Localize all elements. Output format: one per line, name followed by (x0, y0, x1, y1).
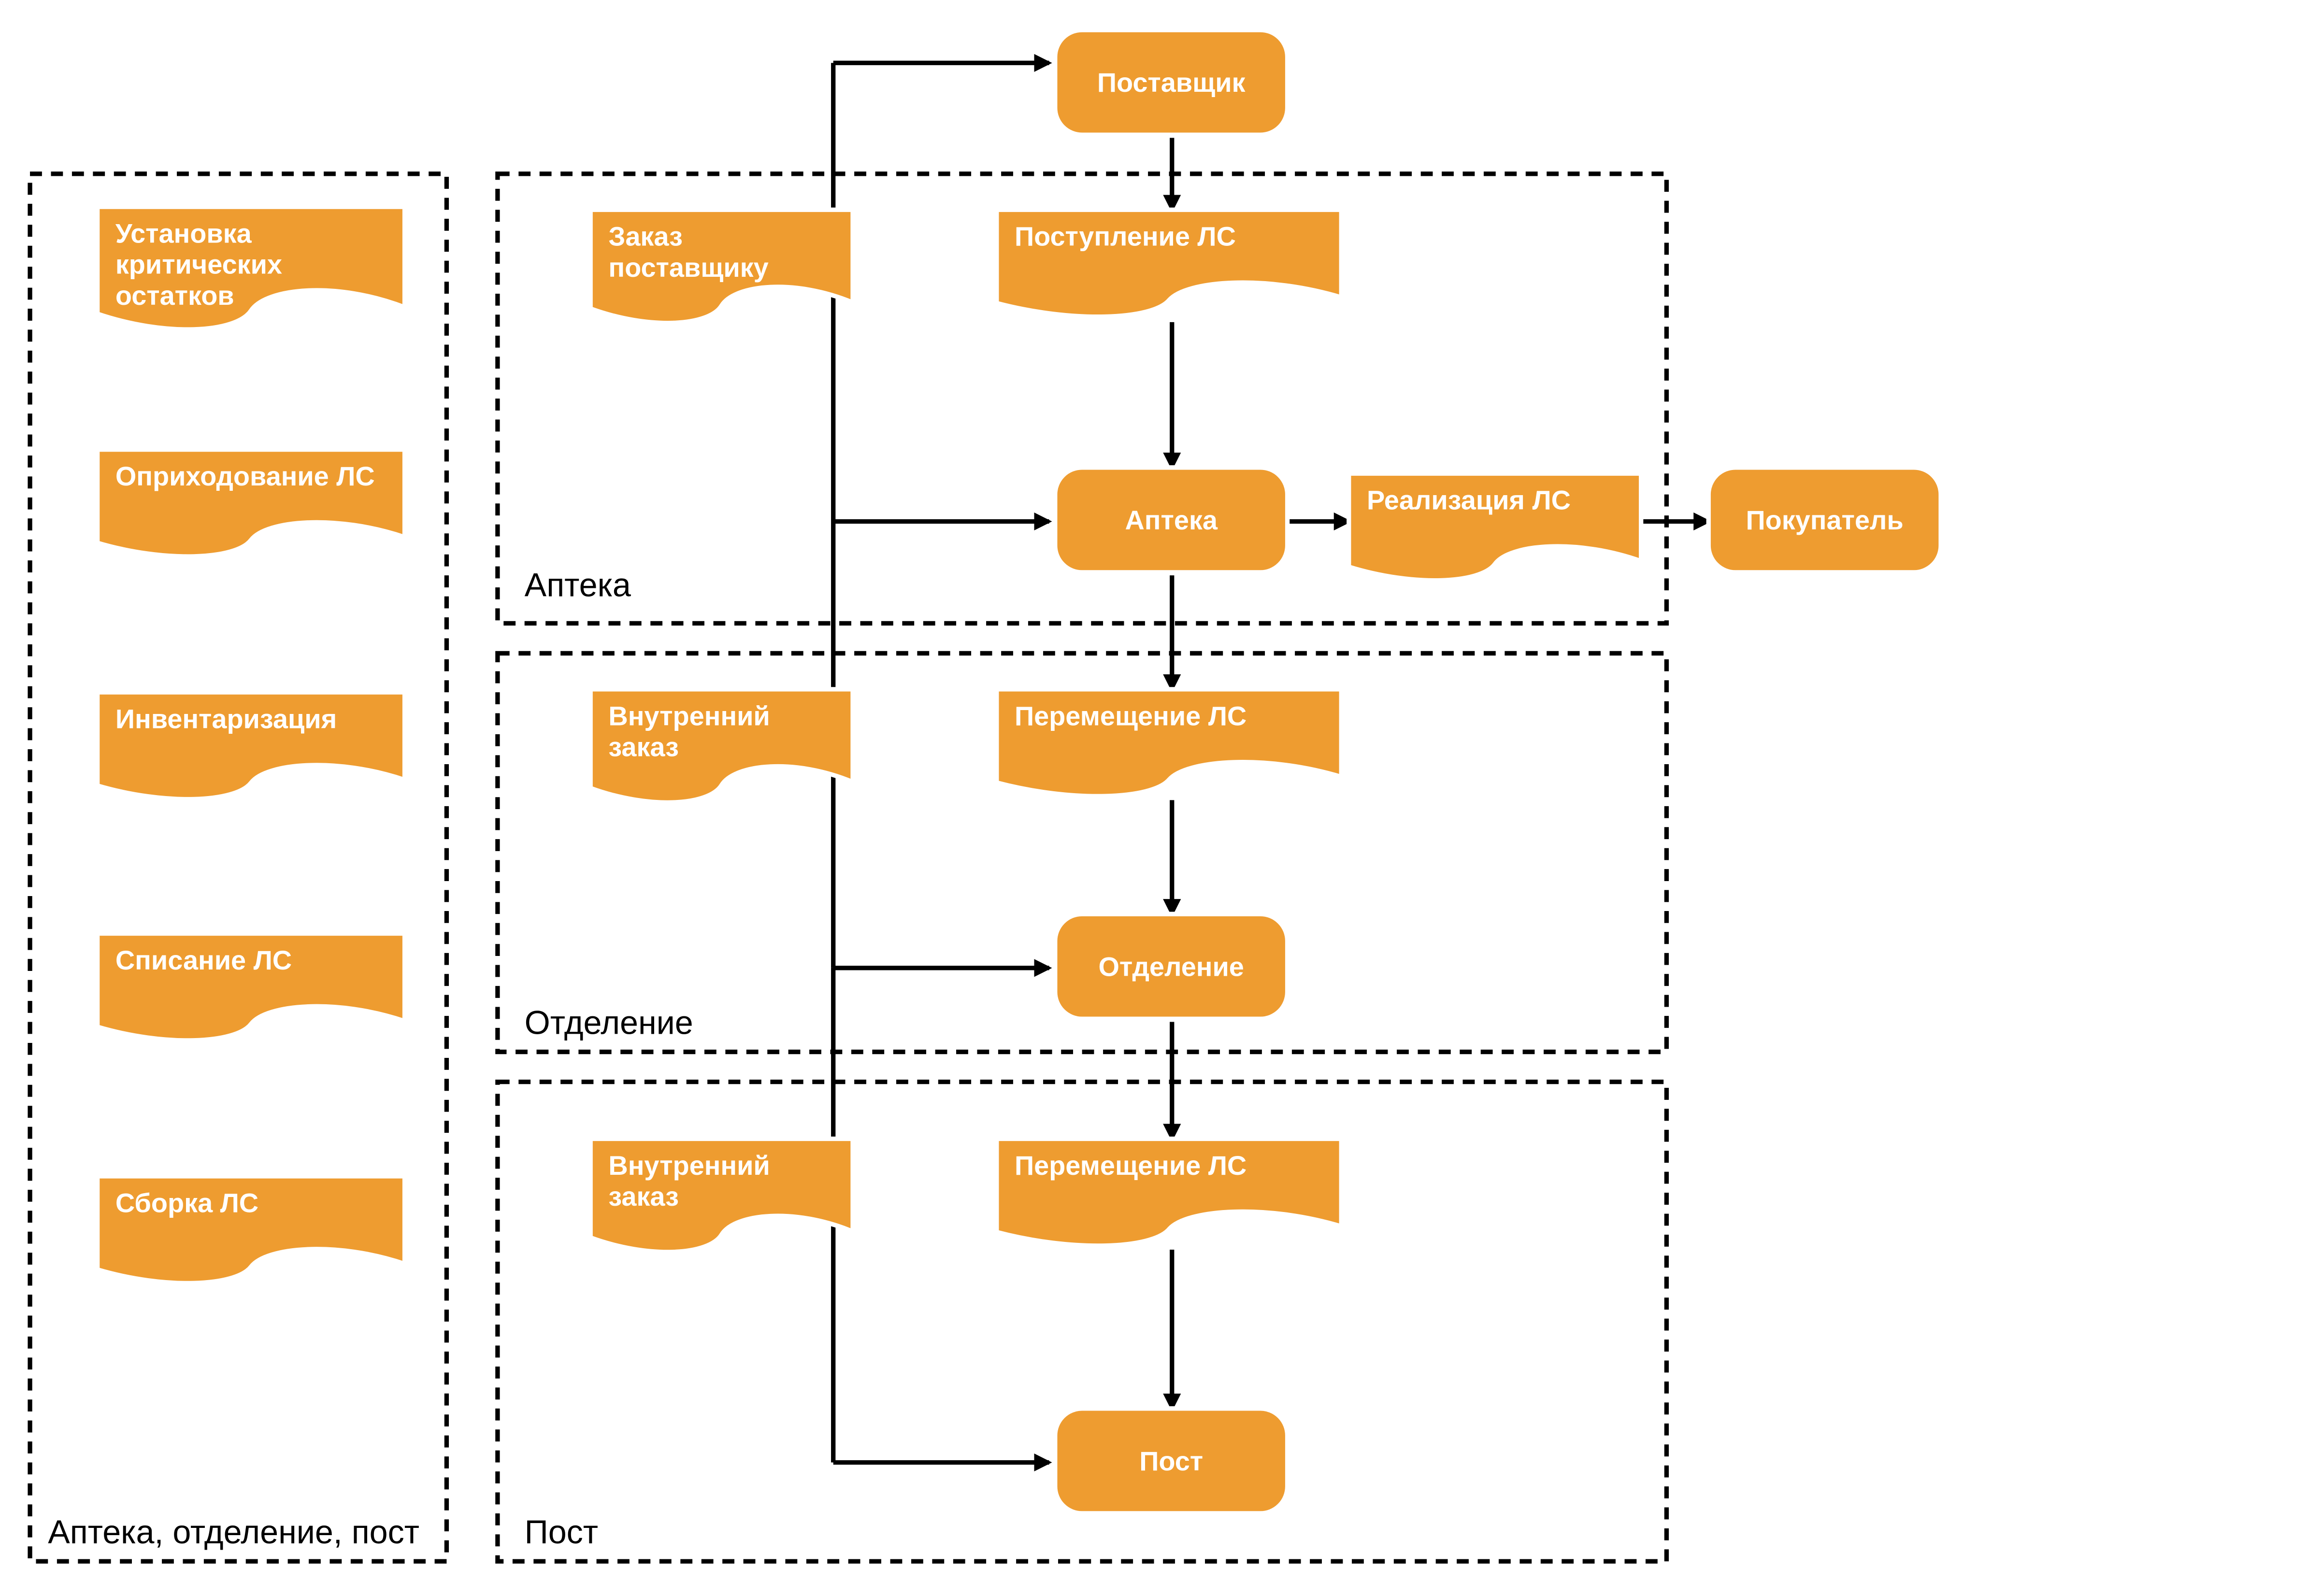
node-label-post_nd: Пост (1139, 1446, 1203, 1476)
group-label-left: Аптека, отделение, пост (48, 1514, 419, 1551)
node-label-buyer: Покупатель (1746, 505, 1904, 535)
group-label-apteka: Аптека (525, 567, 631, 604)
flowchart: Аптека, отделение, пост Аптека Отделение По… (0, 0, 2308, 1596)
node-label-supplier: Поставщик (1097, 67, 1246, 98)
group-label-post: Пост (525, 1514, 598, 1551)
group-label-otdel: Отделение (525, 1004, 693, 1041)
node-label-postup: Поступление ЛС (1015, 221, 1236, 252)
node-label-spis: Списание ЛС (115, 945, 292, 975)
node-label-realiz: Реализация ЛС (1367, 485, 1571, 515)
node-label-invent: Инвентаризация (115, 704, 337, 734)
node-label-perem3: Перемещение ЛС (1015, 1150, 1247, 1181)
node-label-apteka_nd: Аптека (1125, 505, 1218, 535)
node-label-otdel_nd: Отделение (1098, 951, 1244, 982)
group-left (30, 174, 446, 1561)
node-label-oprih: Оприходование ЛС (115, 461, 375, 491)
node-label-perem2: Перемещение ЛС (1015, 700, 1247, 731)
node-label-sborka: Сборка ЛС (115, 1187, 258, 1218)
